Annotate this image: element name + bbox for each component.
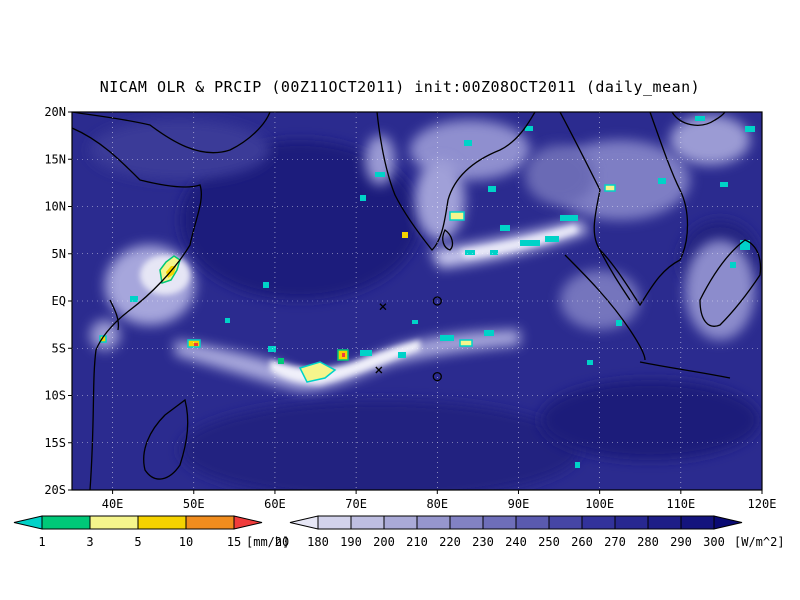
lon-tick-label: 60E [264,497,286,511]
colorbar-label: 20 [275,535,289,549]
colorbar-swatch [449,515,484,530]
lat-tick-label: 5N [52,247,66,261]
colorbar-label: 210 [406,535,428,549]
colorbar-label: 10 [179,535,193,549]
colorbar-swatch [350,515,385,530]
colorbar-label: 180 [307,535,329,549]
coastlines [72,112,762,490]
colorbar-upper-triangle [713,515,743,530]
colorbar-label: 260 [571,535,593,549]
x-marker [375,366,383,374]
colorbar-label: 15 [227,535,241,549]
lat-tick-label: 20N [44,105,66,119]
colorbar-swatch [482,515,517,530]
colorbar-swatch [383,515,418,530]
precip-colorbar: 1 3 5 10 15 20[mm/h] [13,515,289,549]
cloud-band-southern-itcz [175,330,520,391]
lat-tick-label: 15S [44,436,66,450]
coast-malay-peninsula [599,249,631,301]
colorbar-label: 300 [703,535,725,549]
lat-tick-label: 10N [44,200,66,214]
colorbar-label: 290 [670,535,692,549]
colorbar-upper-triangle [233,515,263,530]
lon-tick-label: 50E [183,497,205,511]
colorbar-swatch [416,515,451,530]
coast-sumatra [564,254,646,361]
lon-tick-label: 90E [508,497,530,511]
colorbar-label: 200 [373,535,395,549]
coast-india [376,112,536,251]
colorbar-swatch [41,515,91,530]
colorbar-swatch [647,515,682,530]
coast-srilanka [442,229,454,251]
lon-tick-label: 100E [585,497,614,511]
colorbar-swatch [680,515,715,530]
olr-field [90,115,760,490]
x-marker [379,303,387,311]
colorbar-lower-triangle [289,515,319,530]
coast-arabia-horn [72,127,202,490]
colorbar-label: 5 [134,535,141,549]
colorbar-swatch [185,515,235,530]
circle-marker [432,296,442,306]
colorbar-label: 250 [538,535,560,549]
graticule [72,112,762,490]
colorbar-swatch [89,515,139,530]
colorbar-unit: [mm/h] [246,535,289,549]
coast-madagascar [143,398,189,480]
lon-tick-label: 70E [345,497,367,511]
colorbar-swatch [137,515,187,530]
longitude-axis: 40E 50E 60E 70E 80E 90E 100E 110E 120E [102,490,777,511]
precip-field [99,116,755,468]
colorbar-label: 240 [505,535,527,549]
station-markers [375,296,442,382]
olr-colorbar: 180 190 200 210 220 230 240 250 260 270 280 290 300 [… [289,515,785,549]
colorbar-swatch [548,515,583,530]
latitude-axis: 20N 15N 10N 5N EQ 5S 10S 15S 20S [44,105,72,497]
lat-tick-label: 5S [52,341,66,355]
colorbar-swatch [515,515,550,530]
lon-tick-label: 110E [666,497,695,511]
colorbar-unit: [W/m^2] [734,535,785,549]
coast-java [639,361,731,379]
chart-title: NICAM OLR & PRCIP (00Z11OCT2011) init:00… [99,78,701,96]
colorbar-label: 280 [637,535,659,549]
colorbar-label: 3 [86,535,93,549]
lon-tick-label: 40E [102,497,124,511]
lat-tick-label: EQ [52,294,66,308]
coast-arabia-south [72,112,271,154]
colorbar-swatch [317,515,352,530]
colorbar-label: 230 [472,535,494,549]
coast-borneo [699,239,762,327]
lat-tick-label: 15N [44,152,66,166]
coast-southeast-asia [559,112,689,307]
lon-tick-label: 80E [426,497,448,511]
colorbar-swatch [581,515,616,530]
coast-east-africa-south [109,299,120,331]
colorbar-lower-triangle [13,515,43,530]
colorbar-label: 190 [340,535,362,549]
lat-tick-label: 10S [44,389,66,403]
circle-marker [432,371,442,382]
lon-tick-label: 120E [748,497,777,511]
colorbar-label: 1 [38,535,45,549]
colorbar-label: 270 [604,535,626,549]
coast-top-right [671,112,726,126]
colorbar-label: 220 [439,535,461,549]
colorbar-swatch [614,515,649,530]
lat-tick-label: 20S [44,483,66,497]
